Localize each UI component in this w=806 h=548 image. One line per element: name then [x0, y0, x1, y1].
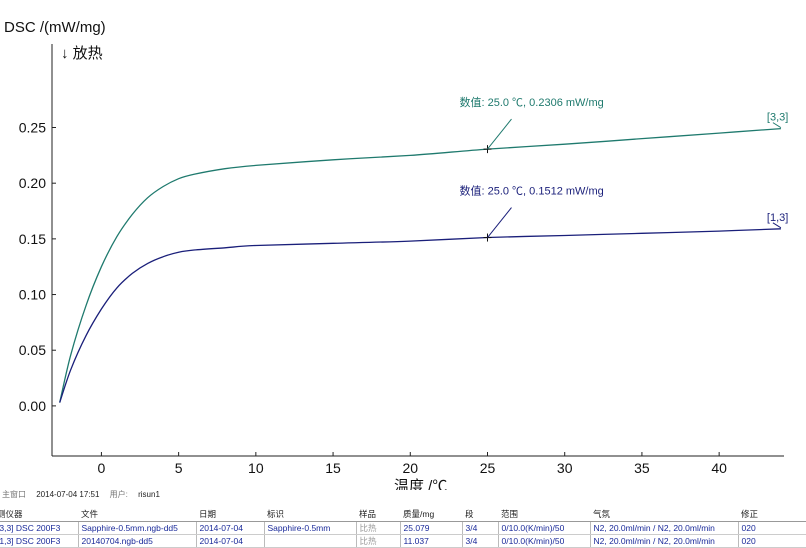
window-label: 主窗口	[2, 490, 26, 499]
table-cell: 11.037	[399, 534, 462, 548]
series-line	[59, 228, 781, 403]
header-cell: 质量/mg	[400, 507, 462, 522]
header-cell: 文件	[78, 507, 196, 522]
table-cell: Sapphire-0.5mm	[263, 521, 356, 535]
annotation-label: 数值: 25.0 ℃, 0.2306 mW/mg	[459, 96, 603, 109]
user-name: risun1	[138, 490, 160, 499]
header-cell: 范围	[498, 507, 590, 522]
y-tick-label: 0.15	[19, 231, 46, 247]
info-row: 主窗口 2014-07-04 17:51 用户: risun1	[2, 489, 168, 500]
dsc-chart: DSC /(mW/mg) ↓ 放热 温度 /℃ 0 5 10 15 20 25 30 35 40…	[4, 19, 788, 490]
y-axis-note: ↓ 放热	[61, 45, 103, 62]
series-end-label: [3,3]	[767, 112, 788, 124]
y-axis-title: DSC /(mW/mg)	[4, 19, 106, 36]
table-cell: 25.079	[399, 521, 462, 535]
header-cell: 测仪器	[0, 507, 78, 522]
table-cell	[263, 534, 356, 548]
table-header-row: 测仪器 文件 日期 标识 样品 质量/mg 段 范围 气氛 修正	[0, 507, 806, 522]
table-cell: N2, 20.0ml/min / N2, 20.0ml/min	[589, 521, 738, 535]
table-cell: 0/10.0(K/min)/50	[497, 534, 590, 548]
y-tick-label: 0.00	[19, 398, 46, 414]
x-axis-title: 温度 /℃	[394, 478, 447, 490]
header-cell: 气氛	[590, 507, 738, 522]
y-tick-label: 0.10	[19, 287, 46, 303]
ticks: 0 5 10 15 20 25 30 35 40 0.00 0.05 0.10 0.15 0.20 0.25	[19, 120, 727, 476]
series-line	[59, 127, 781, 403]
axes	[51, 44, 784, 457]
y-tick-label: 0.20	[19, 175, 46, 191]
x-tick-label: 10	[248, 460, 264, 476]
annotations: 数值: 25.0 ℃, 0.2306 mW/mg 数值: 25.0 ℃, 0.15…	[459, 96, 604, 242]
user-label: 用户:	[109, 490, 128, 499]
table-row: [1,3] DSC 200F3 20140704.ngb-dd5 2014-07…	[0, 534, 806, 548]
x-tick-label: 20	[402, 460, 418, 476]
measurement-table: 测仪器 文件 日期 标识 样品 质量/mg 段 范围 气氛 修正 [3,3] D…	[0, 507, 806, 548]
x-tick-label: 30	[557, 460, 573, 476]
series-end-leader	[772, 222, 782, 229]
table-cell: 20140704.ngb-dd5	[77, 534, 196, 548]
table-cell: 比热	[355, 534, 400, 548]
table-cell: 020	[737, 521, 806, 535]
table-cell: N2, 20.0ml/min / N2, 20.0ml/min	[589, 534, 738, 548]
table-cell: 2014-07-04	[195, 534, 264, 548]
table-cell: 0/10.0(K/min)/50	[497, 521, 590, 535]
y-tick-label: 0.25	[19, 120, 46, 136]
table-cell: [3,3] DSC 200F3	[0, 521, 78, 535]
series-lines: [3,3] [1,3]	[59, 112, 788, 403]
annotation-leader	[487, 118, 512, 150]
series-end-leader	[772, 122, 782, 129]
x-tick-label: 0	[98, 460, 106, 476]
header-cell: 样品	[356, 507, 400, 522]
x-tick-label: 15	[325, 460, 341, 476]
y-tick-label: 0.05	[19, 342, 46, 358]
header-cell: 标识	[264, 507, 356, 522]
table-row: [3,3] DSC 200F3 Sapphire-0.5mm.ngb-dd5 2…	[0, 521, 806, 535]
annotation-leader	[487, 207, 512, 238]
table-cell: Sapphire-0.5mm.ngb-dd5	[77, 521, 196, 535]
x-tick-label: 40	[711, 460, 727, 476]
table-cell: 比热	[355, 521, 400, 535]
table-cell: 2014-07-04	[195, 521, 264, 535]
table-cell: 3/4	[461, 534, 498, 548]
x-tick-label: 25	[480, 460, 496, 476]
table-cell: 020	[737, 534, 806, 548]
series-end-label: [1,3]	[767, 212, 788, 224]
header-cell: 日期	[196, 507, 264, 522]
x-tick-label: 5	[175, 460, 183, 476]
table-cell: 3/4	[461, 521, 498, 535]
datetime: 2014-07-04 17:51	[36, 490, 100, 499]
header-cell: 段	[462, 507, 498, 522]
table-cell: [1,3] DSC 200F3	[0, 534, 78, 548]
annotation-label: 数值: 25.0 ℃, 0.1512 mW/mg	[459, 185, 603, 198]
header-cell: 修正	[738, 507, 806, 522]
x-tick-label: 35	[634, 460, 650, 476]
